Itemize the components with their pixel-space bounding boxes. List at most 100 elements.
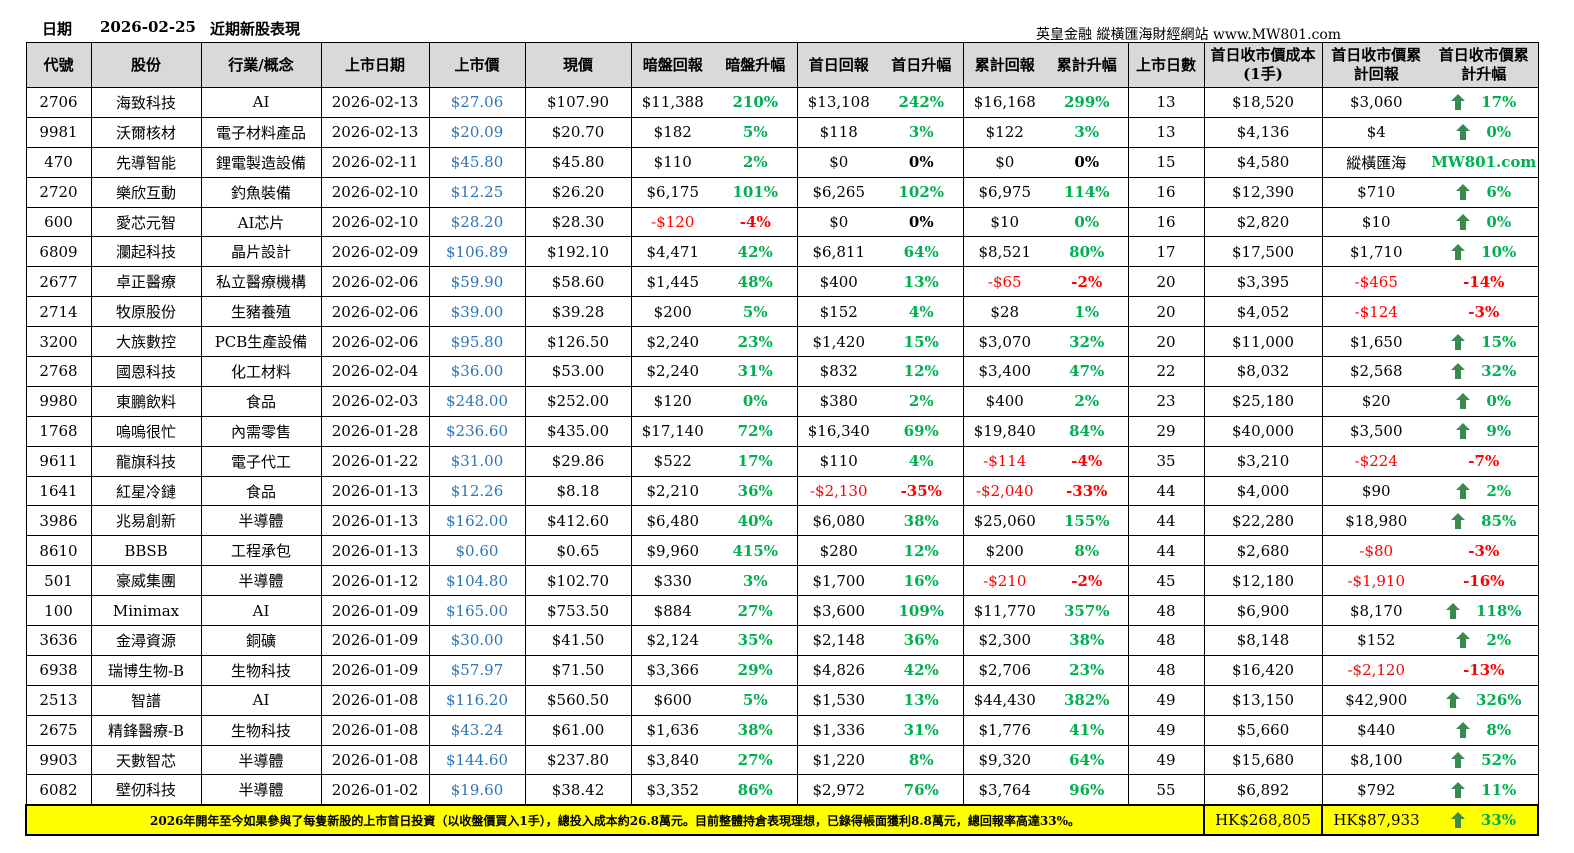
cell: 壁仞科技	[90, 774, 202, 806]
up-arrow-shape	[1456, 124, 1471, 141]
data-row: 6938 瑞博生物-B 生物科技 2026-01-09 $57.97 $71.50 $3,3…	[25, 654, 1539, 686]
cell: $710	[1321, 176, 1430, 208]
cell: $3,366	[630, 654, 714, 686]
cell: 先導智能	[90, 146, 202, 178]
cell: 銅礦	[200, 625, 322, 656]
cell: 2%	[1430, 475, 1539, 507]
cell: $884	[630, 595, 714, 627]
column-header: 首日升幅	[880, 42, 964, 88]
cell: $120	[630, 385, 714, 417]
column-header: 首日收市價累計升幅	[1430, 42, 1539, 88]
cell-text: -13%	[1463, 661, 1505, 680]
cell: 17%	[714, 445, 798, 477]
up-arrow	[1451, 243, 1466, 260]
cell-text: -14%	[1463, 272, 1505, 291]
cell: 2026-02-06	[320, 296, 430, 328]
cell: 愛芯元智	[90, 206, 202, 238]
cell: 210%	[714, 87, 798, 118]
cell: $16,168	[962, 87, 1046, 118]
cell: 16	[1127, 176, 1205, 208]
footer-note: 2026年開年至今如果參與了每隻新股的上市首日投資（以收盤價買入1手），總投入成…	[25, 804, 1205, 837]
cell: $8,148	[1203, 625, 1323, 656]
cell: $0.60	[428, 535, 526, 567]
column-header: 現價	[524, 42, 632, 88]
cell: 豪威集團	[90, 565, 202, 597]
cell: 3200	[25, 326, 92, 358]
cell: 357%	[1046, 595, 1129, 627]
cell: 5%	[714, 296, 798, 328]
cell: 27%	[714, 744, 798, 776]
data-row: 9981 沃爾核材 電子材料產品 2026-02-13 $20.09 $20.70 $182…	[25, 116, 1539, 148]
cell: 4%	[880, 296, 964, 328]
cell: 12%	[880, 535, 964, 567]
cell: $8.18	[524, 475, 632, 507]
cell-wrap: 6%	[1432, 183, 1536, 201]
cell: $18,980	[1321, 505, 1430, 537]
cell: $440	[1321, 714, 1430, 746]
cell: $1,636	[630, 714, 714, 746]
cell: 瑞博生物-B	[90, 654, 202, 686]
cell-wrap: 32%	[1432, 362, 1536, 380]
cell: $17,140	[630, 415, 714, 447]
cell: $2,210	[630, 475, 714, 507]
cell: AI	[200, 595, 322, 627]
cell: $1,420	[796, 326, 880, 358]
cell: 48	[1127, 625, 1205, 656]
cell: $31.00	[428, 445, 526, 477]
cell: $152	[1321, 625, 1430, 656]
data-row: 2714 牧原股份 生豬養殖 2026-02-06 $39.00 $39.28 $200 5%…	[25, 296, 1539, 328]
cell-wrap: 15%	[1432, 333, 1536, 351]
cell: BBSB	[90, 535, 202, 567]
cell: 118%	[1430, 595, 1539, 627]
cell: $6,892	[1203, 774, 1323, 806]
cell: 生豬養殖	[200, 296, 322, 328]
date-label: 日期	[42, 20, 73, 38]
cell: 2026-01-09	[320, 595, 430, 627]
cell-text: 9%	[1486, 422, 1512, 441]
cell: $1,710	[1321, 236, 1430, 268]
cell: 生物科技	[200, 654, 322, 686]
cell: 32%	[1430, 356, 1539, 387]
cell: $0	[796, 206, 880, 238]
header-row: 代號 股份 行業/概念 上市日期 上市價 現價 暗盤回報 暗盤升幅 首日回報 首日升幅 累計回報 累計…	[25, 42, 1539, 88]
cell: -$114	[962, 445, 1046, 477]
cell: $9,320	[962, 744, 1046, 776]
cell: $110	[630, 146, 714, 178]
cell: $25,060	[962, 505, 1046, 537]
cell: $29.86	[524, 445, 632, 477]
cell: 16	[1127, 206, 1205, 238]
cell: 48	[1127, 654, 1205, 686]
cell: 化工材料	[200, 356, 322, 387]
cell: $110	[796, 445, 880, 477]
cell: $12.26	[428, 475, 526, 507]
total-pct: 33%	[1480, 811, 1517, 830]
cell: 釣魚裝備	[200, 176, 322, 208]
cell: 17%	[1430, 87, 1539, 118]
cell: $1,650	[1321, 326, 1430, 358]
cell: 49	[1127, 714, 1205, 746]
cell-wrap: 2%	[1432, 482, 1536, 500]
column-header: 代號	[25, 42, 92, 88]
cell: $1,336	[796, 714, 880, 746]
cell: 17	[1127, 236, 1205, 268]
cell: $400	[962, 385, 1046, 417]
cell: 80%	[1046, 236, 1129, 268]
cell-wrap: -14%	[1432, 273, 1536, 291]
cell: 3636	[25, 625, 92, 656]
cell: -$80	[1321, 535, 1430, 567]
cell: $2,680	[1203, 535, 1323, 567]
cell: 41%	[1046, 714, 1129, 746]
data-row: 600 愛芯元智 AI芯片 2026-02-10 $28.20 $28.30 -$120 -4…	[25, 206, 1539, 238]
cell: -4%	[1046, 445, 1129, 477]
cell: 3%	[1046, 116, 1129, 148]
column-header: 首日收市價成本(1手)	[1203, 42, 1323, 88]
cell: 20	[1127, 326, 1205, 358]
cell: $2,300	[962, 625, 1046, 656]
cell: 2677	[25, 266, 92, 298]
cell: $3,352	[630, 774, 714, 806]
cell: 私立醫療機構	[200, 266, 322, 298]
cell: 2026-01-08	[320, 684, 430, 716]
cell: 5%	[714, 116, 798, 148]
up-arrow-shape	[1445, 692, 1460, 709]
cell: 52%	[1430, 744, 1539, 776]
